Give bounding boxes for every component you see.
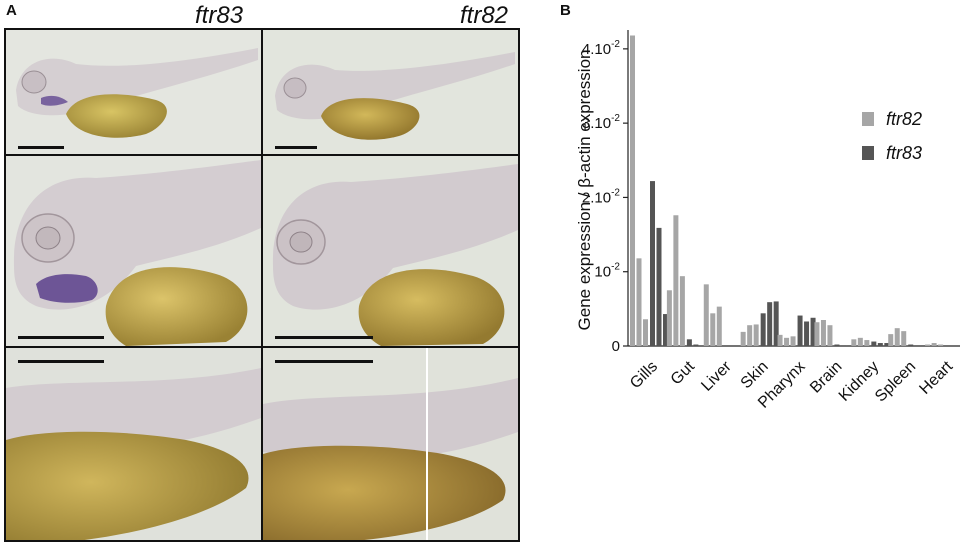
bar-ftr82-brain: [820, 320, 826, 346]
y-tick-label: 3.10-2: [582, 113, 621, 132]
x-tick-label-heart: Heart: [916, 358, 956, 398]
scale-bar: [275, 360, 373, 363]
photo-ftr82-whole-larva: [263, 30, 518, 154]
bar-ftr82-gills: [636, 258, 642, 346]
bar-ftr82-kidney: [864, 340, 870, 346]
y-tick-label: 10-2: [594, 262, 620, 281]
scale-bar: [275, 336, 373, 339]
bar-ftr82-spleen: [901, 331, 907, 346]
photo-ftr83-trunk-closeup: [6, 348, 261, 540]
scale-bar: [18, 336, 104, 339]
bar-ftr82-spleen: [894, 328, 900, 346]
y-axis-title: Gene expression / β-actin expression: [575, 50, 594, 331]
panel-a-label: A: [6, 2, 17, 19]
panel-edge-line: [426, 348, 428, 540]
bar-ftr83-pharynx: [797, 315, 803, 346]
bar-ftr83-gills: [663, 314, 668, 346]
photo-ftr83-head-closeup: [6, 156, 261, 346]
bar-ftr83-skin: [773, 301, 779, 346]
bar-ftr82-skin: [740, 331, 746, 346]
x-tick-label-spleen: Spleen: [872, 358, 919, 405]
bar-ftr82-heart: [925, 344, 931, 346]
bar-ftr82-brain: [827, 325, 833, 346]
bar-ftr82-skin: [753, 324, 759, 346]
scale-bar: [18, 146, 64, 149]
column-title-ftr82: ftr82: [460, 2, 509, 29]
panel-b-label: B: [560, 2, 571, 19]
x-tick-label-gills: Gills: [627, 358, 661, 392]
bar-ftr82-heart: [938, 344, 944, 346]
bar-ftr83-brain: [840, 345, 846, 346]
bar-ftr83-gills: [650, 181, 655, 346]
bar-ftr82-spleen: [888, 334, 894, 346]
bar-ftr82-liver: [703, 284, 709, 346]
bar-ftr83-pharynx: [810, 317, 816, 346]
bar-ftr82-kidney: [857, 337, 863, 346]
bar-ftr82-gut: [666, 290, 672, 346]
x-tick-label-gut: Gut: [668, 358, 699, 389]
y-tick-label: 4.10-2: [582, 39, 621, 58]
bar-ftr83-kidney: [871, 341, 877, 346]
bar-ftr82-brain: [814, 322, 820, 346]
bar-ftr82-pharynx: [784, 337, 790, 346]
photo-ftr82-head-closeup: [263, 156, 518, 346]
bar-ftr83-pharynx: [804, 321, 810, 346]
bar-ftr82-gut: [673, 215, 679, 346]
bar-ftr82-gut: [679, 276, 685, 346]
photo-grid: [4, 28, 520, 542]
bar-ftr83-spleen: [914, 345, 920, 346]
legend-swatch-ftr83: [862, 146, 874, 160]
scale-bar: [275, 146, 317, 149]
bar-ftr83-skin: [767, 302, 773, 346]
bar-ftr83-gut: [686, 339, 692, 346]
bar-ftr82-skin: [747, 325, 753, 346]
bar-ftr83-brain: [834, 344, 840, 346]
x-tick-label-liver: Liver: [698, 358, 735, 395]
y-tick-label: 2.10-2: [582, 187, 621, 206]
photo-ftr82-trunk-closeup: [263, 348, 518, 540]
legend-label-ftr82: ftr82: [886, 109, 922, 129]
bar-ftr82-liver: [710, 313, 716, 346]
bar-ftr83-gills: [656, 227, 662, 346]
legend-label-ftr83: ftr83: [886, 143, 922, 163]
bar-ftr82-gills: [643, 319, 648, 346]
bar-ftr83-skin: [760, 313, 766, 346]
bar-ftr83-kidney: [877, 343, 883, 346]
bar-ftr83-brain: [847, 345, 853, 346]
bar-ftr82-liver: [716, 306, 722, 346]
bar-ftr82-pharynx: [790, 336, 796, 346]
photo-ftr83-whole-larva: [6, 30, 261, 154]
legend-swatch-ftr82: [862, 112, 874, 126]
bar-ftr83-spleen: [921, 345, 927, 346]
column-title-ftr83: ftr83: [195, 2, 244, 29]
scale-bar: [18, 360, 104, 363]
bar-ftr83-kidney: [884, 343, 890, 346]
bar-ftr82-gills: [630, 35, 635, 346]
bar-ftr82-heart: [931, 343, 937, 346]
bar-ftr83-gut: [693, 344, 699, 346]
bar-ftr83-spleen: [908, 344, 914, 346]
bar-ftr82-kidney: [851, 339, 857, 346]
y-tick-label: 0: [612, 338, 620, 355]
bar-ftr82-pharynx: [777, 334, 783, 346]
